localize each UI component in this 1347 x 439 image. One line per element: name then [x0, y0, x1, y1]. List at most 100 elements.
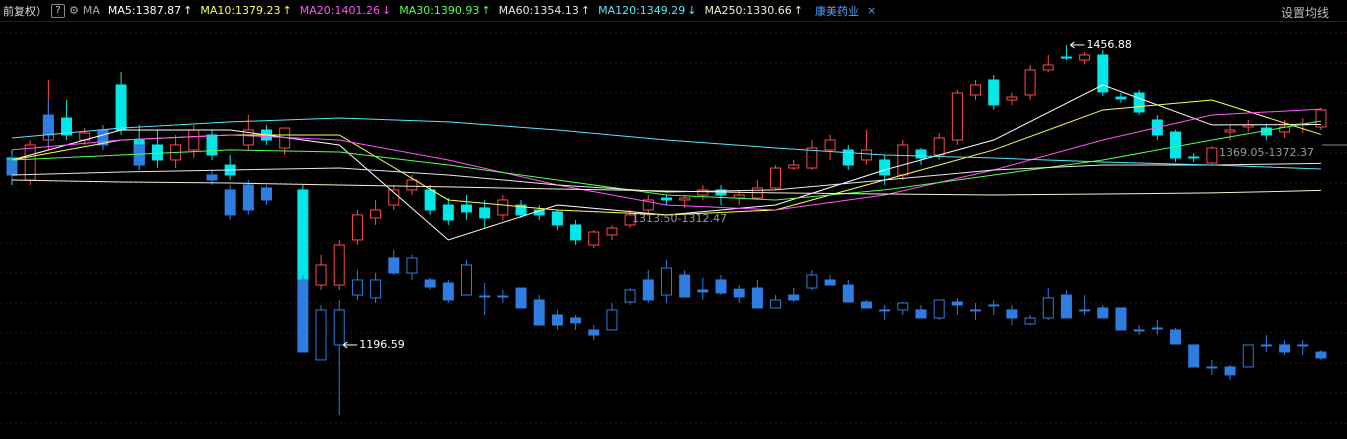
legend-arrow: ↓: [381, 4, 392, 17]
candle-body: [533, 299, 545, 326]
candle-body: [897, 144, 909, 176]
candle-body: [297, 279, 309, 353]
candle-body: [515, 287, 527, 309]
candle-body: [1224, 366, 1236, 376]
candle-body: [770, 299, 782, 309]
candle-body: [770, 167, 782, 189]
candle-body: [1151, 327, 1163, 330]
annotation-arrowhead: [342, 341, 348, 349]
candle-body: [679, 274, 691, 298]
legend-label: MA60:1354.13: [498, 4, 579, 17]
candle-body: [424, 279, 436, 288]
legend-label: MA5:1387.87: [107, 4, 182, 17]
candle-body: [570, 317, 582, 324]
candle-body: [479, 295, 491, 298]
candle-body: [461, 264, 472, 296]
candle-body: [333, 309, 345, 346]
candle-body: [388, 257, 400, 274]
candle-body: [42, 114, 54, 136]
legend-label: MA250:1330.66: [704, 4, 792, 17]
legend-arrow: ↑: [580, 4, 591, 17]
annotation-arrowhead: [1070, 41, 1075, 49]
candle-body: [497, 199, 509, 216]
candle-body: [988, 79, 1000, 106]
candle-body: [733, 288, 745, 298]
ma-line: [11, 120, 1322, 201]
candle-body: [933, 299, 945, 319]
candle-body: [588, 231, 600, 246]
close-compare[interactable]: ×: [866, 4, 877, 17]
candle-body: [1133, 92, 1145, 113]
candle-body: [442, 204, 454, 221]
candle-body: [370, 279, 382, 299]
candle-body: [206, 134, 218, 156]
legend-arrow: ↑: [481, 4, 491, 17]
adjust-mode[interactable]: 前复权）: [3, 4, 47, 18]
candle-body: [151, 144, 163, 161]
candle-body: [842, 284, 854, 303]
legend-arrow: ↑: [183, 4, 193, 17]
annotation-label: 1456.88: [1086, 38, 1132, 51]
candle-body: [715, 279, 727, 294]
candle-body: [624, 214, 636, 226]
legend-arrow: ↓: [687, 4, 697, 17]
candle-body: [570, 224, 582, 241]
candle-body: [970, 84, 982, 96]
candle-body: [915, 149, 927, 159]
candle-body: [551, 314, 563, 326]
candle-body: [1042, 64, 1054, 71]
help-button[interactable]: ?: [51, 3, 65, 18]
legend-arrow: ↑: [282, 4, 292, 17]
legend-label: MA120:1349.29: [598, 4, 686, 17]
candle-body: [1206, 147, 1218, 164]
settings-icon[interactable]: ⚙: [69, 4, 79, 17]
candle-body: [424, 189, 436, 211]
candle-body: [1060, 294, 1072, 319]
candle-body: [515, 204, 527, 216]
candle-body: [733, 194, 745, 199]
candle-body: [1079, 54, 1091, 61]
candle-body: [1097, 307, 1109, 319]
candle-body: [1079, 309, 1091, 312]
candle-body: [242, 129, 254, 146]
candle-body: [788, 294, 800, 301]
candle-body: [951, 92, 963, 141]
candle-body: [315, 264, 327, 286]
candle-body: [879, 309, 891, 312]
candle-body: [1206, 366, 1218, 369]
candle-body: [697, 189, 709, 196]
candle-body: [824, 139, 836, 151]
ma-line: [11, 108, 1321, 211]
candle-body: [479, 207, 491, 219]
candle-body: [1115, 307, 1127, 331]
candle-body: [642, 279, 654, 301]
candle-body: [315, 309, 327, 361]
toolbar: 前复权） ? ⚙ MA MA5:1387.87 ↑ MA10:1379.23 ↑ MA2…: [0, 0, 1347, 22]
ma-line: [11, 117, 1321, 170]
candle-body: [660, 197, 672, 201]
candle-body: [788, 164, 800, 169]
candle-body: [1133, 329, 1145, 332]
ma-line: [11, 162, 1321, 193]
candle-body: [879, 159, 891, 176]
candle-body: [933, 137, 945, 156]
candle-body: [897, 302, 909, 311]
candle-body: [1224, 129, 1236, 133]
candle-body: [751, 287, 763, 309]
compare-stock[interactable]: 康美药业: [814, 4, 859, 18]
candle-body: [115, 84, 127, 131]
candle-body: [860, 301, 872, 309]
candle-body: [1115, 96, 1127, 100]
legend-label: MA30:1390.93: [399, 4, 480, 17]
ma-settings[interactable]: 设置均线: [1280, 6, 1329, 20]
candle-body: [1279, 344, 1291, 353]
candle-body: [1024, 69, 1036, 96]
candle-body: [1170, 329, 1182, 345]
candle-body: [697, 289, 709, 293]
candle-body: [951, 301, 963, 306]
candle-body: [406, 179, 418, 191]
range-label: 1313.50-1312.47: [632, 212, 727, 225]
candle-body: [1006, 96, 1018, 101]
candle-body: [551, 211, 563, 226]
